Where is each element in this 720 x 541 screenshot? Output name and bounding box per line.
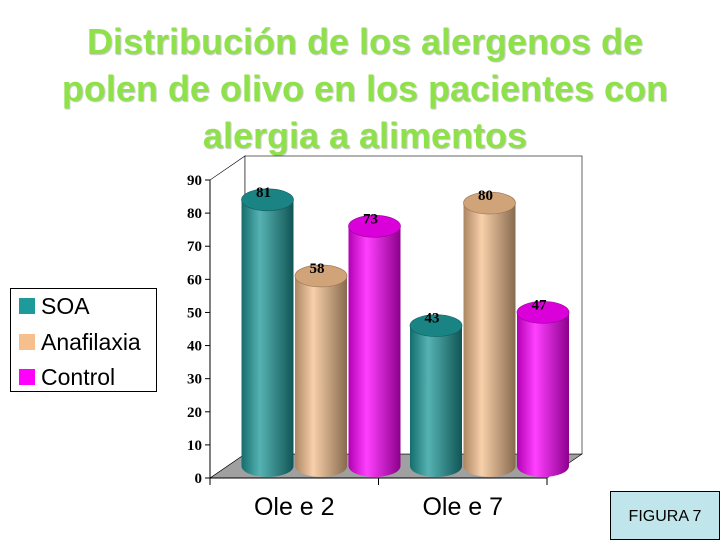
x-axis: Ole e 2 Ole e 7 (209, 477, 548, 521)
bar-body (517, 312, 569, 477)
y-tick-label: 50 (187, 305, 202, 321)
bar-top (409, 314, 463, 337)
chart-side-wall (209, 155, 246, 479)
bar-body (348, 226, 401, 477)
y-tick-label: 40 (187, 339, 202, 355)
bar (348, 214, 401, 477)
bar-top (348, 214, 401, 238)
y-tick-label: 90 (187, 173, 202, 189)
data-label: 43 (425, 311, 440, 327)
data-label: 47 (532, 297, 548, 313)
y-tick-label: 60 (187, 272, 202, 288)
bar (516, 301, 570, 477)
y-tick-label: 70 (187, 239, 202, 255)
legend-swatch (19, 298, 35, 314)
bar-top (516, 301, 570, 324)
data-label: 81 (256, 185, 271, 201)
legend-swatch (19, 334, 35, 350)
bars (241, 188, 570, 478)
bar-body (295, 275, 347, 477)
y-tick-label: 10 (187, 438, 202, 454)
bar (294, 264, 348, 477)
bar-top (241, 188, 294, 212)
bar-body (410, 325, 462, 477)
y-tick-label: 20 (187, 405, 202, 421)
x-category-label: Ole e 7 (422, 493, 503, 521)
bar-top (463, 191, 516, 215)
data-label: 80 (478, 188, 493, 204)
legend: SOA Anafilaxia Control (10, 288, 157, 392)
data-label: 73 (363, 211, 378, 227)
y-tick-label: 80 (187, 206, 202, 222)
bar-body (463, 203, 516, 477)
data-label: 58 (310, 261, 325, 277)
bar (463, 191, 516, 477)
figure-label: FIGURA 7 (610, 491, 720, 540)
bar (241, 188, 294, 478)
legend-label: Anafilaxia (41, 329, 141, 355)
legend-label: Control (41, 364, 116, 390)
data-labels: 81 58 73 43 80 47 (256, 185, 547, 327)
legend-label: SOA (41, 293, 90, 319)
chart-title: Distribución de los alergenos de polen d… (61, 21, 669, 156)
legend-swatch (19, 369, 35, 385)
y-tick-label: 0 (195, 471, 203, 487)
y-axis: 0 10 20 30 40 50 60 70 80 90 (187, 173, 211, 487)
x-category-label: Ole e 2 (254, 493, 335, 521)
bar-top (294, 264, 348, 288)
bar (409, 314, 463, 477)
bar-body (241, 199, 294, 478)
y-tick-label: 30 (187, 372, 202, 388)
